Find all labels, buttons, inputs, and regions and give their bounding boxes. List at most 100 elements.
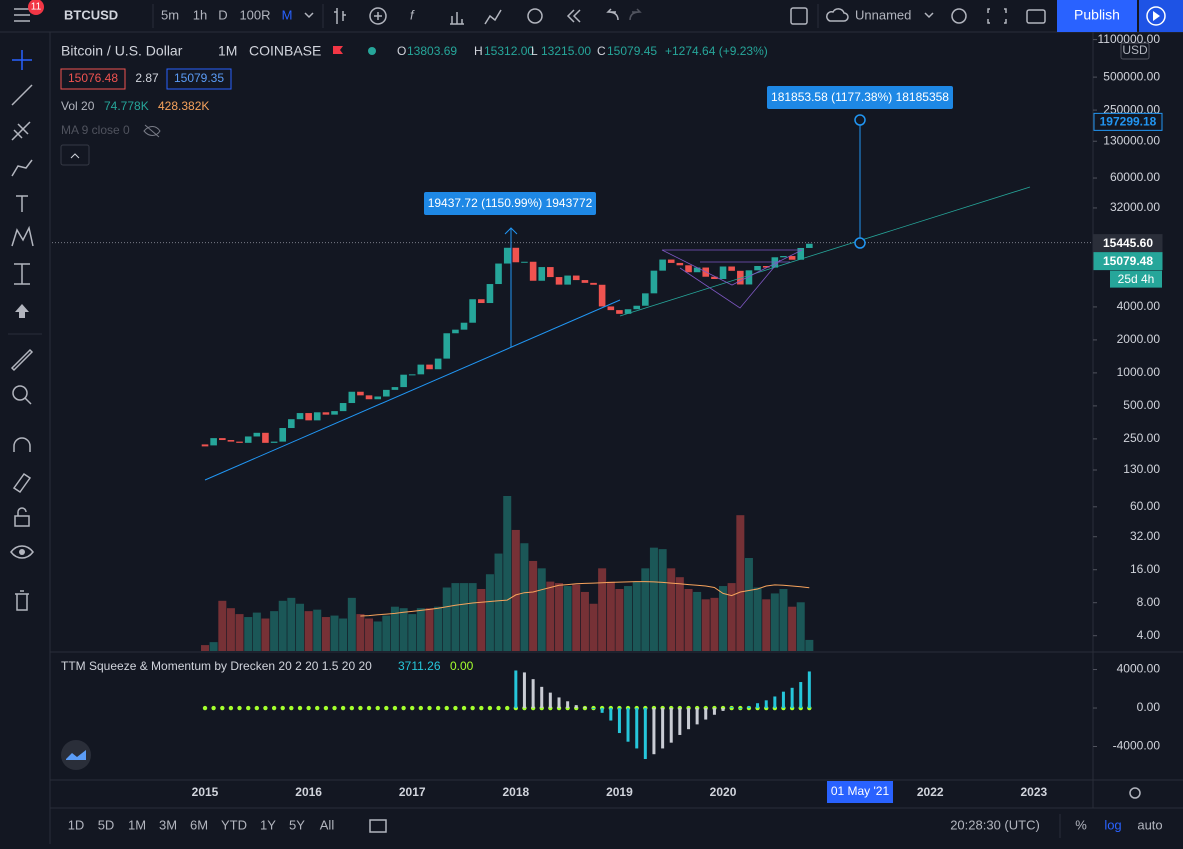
y-tick-label: 4000.00 (1117, 299, 1161, 313)
dropdown-icon[interactable] (304, 12, 314, 19)
date-range-icon[interactable] (369, 819, 387, 833)
symbol-title[interactable]: Bitcoin / U.S. Dollar (61, 43, 183, 59)
momentum-bar (695, 708, 699, 725)
publish-button[interactable] (1057, 0, 1137, 32)
replay-icon[interactable] (566, 9, 581, 23)
fib-tool[interactable] (11, 121, 31, 141)
symbol[interactable]: BTCUSD (64, 7, 118, 22)
range-button[interactable]: 1Y (260, 817, 276, 832)
layout-name[interactable]: Unnamed (855, 7, 911, 22)
volume-bar (261, 618, 270, 651)
auto-toggle[interactable]: auto (1137, 817, 1162, 832)
redo-icon[interactable] (629, 8, 642, 21)
interval[interactable]: D (218, 7, 227, 22)
fullscreen-icon[interactable] (987, 8, 1007, 24)
publish-label[interactable]: Publish (1074, 7, 1120, 23)
dropdown-icon[interactable] (924, 12, 934, 19)
text-tool[interactable] (16, 195, 28, 212)
candle (279, 428, 287, 442)
flag-icon[interactable] (333, 46, 343, 54)
volume-bar (710, 597, 719, 651)
delete-tool[interactable] (15, 590, 29, 611)
interval[interactable]: 5m (161, 7, 179, 22)
lock-draw-tool[interactable] (12, 472, 32, 494)
candles-icon[interactable] (334, 8, 346, 24)
icon-tool[interactable] (15, 304, 29, 318)
visibility-tool[interactable] (10, 545, 34, 559)
range-button[interactable]: 1D (68, 817, 85, 832)
candle (253, 432, 261, 437)
market-status (368, 47, 376, 55)
zoom-tool[interactable] (12, 385, 28, 401)
squeeze-dot (246, 705, 251, 711)
prediction-tool[interactable] (14, 263, 30, 285)
undo-icon[interactable] (606, 8, 619, 21)
collapse-icon (70, 153, 80, 159)
play-button[interactable] (1139, 0, 1183, 32)
snapshot-icon[interactable] (1026, 9, 1046, 24)
squeeze-dot (384, 705, 389, 711)
log-toggle[interactable]: log (1104, 817, 1121, 832)
candle (555, 277, 563, 285)
volume-bar (632, 581, 641, 651)
range-button[interactable]: 3M (159, 817, 177, 832)
range-button[interactable]: 5D (98, 817, 115, 832)
candle (512, 247, 520, 263)
momentum-bar (600, 708, 604, 713)
candle (210, 438, 217, 446)
interval[interactable]: 1h (193, 7, 207, 22)
candle (711, 276, 718, 280)
financials-icon[interactable] (450, 12, 464, 25)
squeeze-dot (366, 705, 372, 711)
tv-logo-mark (66, 750, 86, 760)
squeeze-dot (418, 705, 424, 711)
settings-icon[interactable] (951, 8, 967, 24)
y-tick-label: 32.00 (1130, 529, 1160, 543)
range-button[interactable]: All (320, 817, 335, 832)
momentum-bar (609, 708, 613, 721)
range-button[interactable]: 5Y (289, 817, 305, 832)
measure-handle[interactable] (854, 237, 866, 249)
measure-text: 19437.72 (1150.99%) 1943772 (428, 196, 593, 210)
candle (616, 310, 623, 314)
collapse-button[interactable] (60, 144, 90, 166)
measure-arrow (504, 227, 518, 235)
candle (771, 257, 779, 268)
fx-icon[interactable]: f (410, 7, 415, 22)
range-button[interactable]: 6M (190, 817, 208, 832)
squeeze-dot (453, 705, 458, 711)
alert-icon[interactable] (527, 8, 543, 24)
candle (219, 438, 226, 441)
layout-icon[interactable] (790, 7, 808, 25)
hidden-icon[interactable] (143, 124, 161, 138)
candle (460, 322, 468, 330)
compare-icon[interactable] (484, 9, 502, 25)
interval[interactable]: M (282, 7, 293, 22)
indicator-icon[interactable] (369, 7, 387, 25)
x-tick-label: 2022 (917, 785, 944, 799)
legend-interval: 1M (218, 43, 237, 59)
volume-bar (736, 515, 745, 651)
clock[interactable]: 20:28:30 (UTC) (950, 817, 1040, 832)
crosshair-tool[interactable] (12, 50, 32, 70)
interval[interactable]: 100R (239, 7, 270, 22)
lock-tool[interactable] (14, 515, 30, 527)
momentum-bar (635, 708, 639, 749)
candle (745, 270, 753, 285)
candle (417, 364, 425, 375)
menu-icon[interactable] (14, 8, 30, 22)
percent-toggle[interactable]: % (1075, 817, 1087, 832)
ask: 15079.35 (174, 71, 224, 85)
range-button[interactable]: YTD (221, 817, 247, 832)
tv-logo[interactable] (61, 740, 91, 770)
ruler-tool[interactable] (10, 348, 34, 372)
brush-tool[interactable] (11, 159, 33, 177)
range-button[interactable]: 1M (128, 817, 146, 832)
magnet-tool[interactable] (13, 437, 31, 452)
pattern-tool[interactable] (11, 225, 34, 247)
measure-handle[interactable] (854, 114, 866, 126)
axis-settings[interactable] (1129, 787, 1141, 799)
currency-box[interactable] (1120, 42, 1150, 60)
trendline-tool[interactable] (11, 84, 33, 106)
